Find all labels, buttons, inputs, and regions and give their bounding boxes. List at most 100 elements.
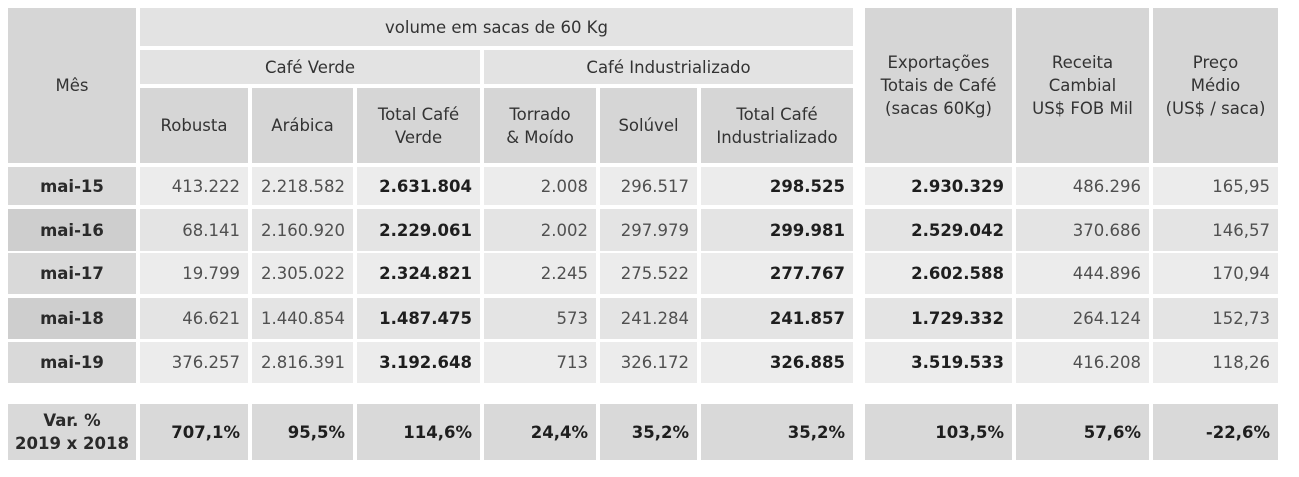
header-total-ind-line2: Industrializado xyxy=(716,127,838,147)
header-total-cafe-verde: Total Café Verde xyxy=(357,88,480,163)
row-export-value: 2.930.329 xyxy=(911,176,1004,196)
row-mes-label: mai-17 xyxy=(40,264,104,283)
row-arabica-value: 1.440.854 xyxy=(261,309,345,328)
row-soluvel-cell: 326.172 xyxy=(600,342,697,383)
header-total-verde-line1: Total Café xyxy=(377,104,460,124)
row-preco-cell: 165,95 xyxy=(1153,167,1278,205)
summary-total-verde-value: 114,6% xyxy=(403,422,472,442)
row-torrado-value: 2.245 xyxy=(540,264,588,283)
row-soluvel-cell: 297.979 xyxy=(600,209,697,251)
row-total-ind-value: 298.525 xyxy=(769,176,845,196)
summary-arabica-value: 95,5% xyxy=(287,422,345,442)
row-torrado-cell: 2.008 xyxy=(484,167,596,205)
header-cafe-industrializado: Café Industrializado xyxy=(484,50,853,84)
row-torrado-value: 573 xyxy=(556,309,589,328)
row-export-cell: 3.519.533 xyxy=(865,342,1012,383)
header-total-cafe-industrializado: Total Café Industrializado xyxy=(701,88,853,163)
row-torrado-value: 2.002 xyxy=(540,220,588,240)
summary-torrado-value: 24,4% xyxy=(530,422,588,442)
row-soluvel-cell: 241.284 xyxy=(600,298,697,339)
header-torrado-line2: & Moído xyxy=(506,127,574,147)
row-torrado-cell: 713 xyxy=(484,342,596,383)
row-receita-cell: 444.896 xyxy=(1016,253,1149,294)
summary-soluvel-value: 35,2% xyxy=(631,422,689,442)
row-export-value: 2.529.042 xyxy=(911,220,1004,240)
row-export-cell: 2.529.042 xyxy=(865,209,1012,251)
row-soluvel-value: 296.517 xyxy=(620,176,689,196)
row-arabica-cell: 2.305.022 xyxy=(252,253,353,294)
row-export-cell: 2.602.588 xyxy=(865,253,1012,294)
row-total-verde-cell: 3.192.648 xyxy=(357,342,480,383)
row-preco-cell: 152,73 xyxy=(1153,298,1278,339)
row-receita-cell: 370.686 xyxy=(1016,209,1149,251)
row-arabica-value: 2.816.391 xyxy=(261,353,345,372)
summary-label-line1: Var. % xyxy=(43,411,101,430)
header-export-line1: Exportações xyxy=(887,53,990,72)
header-arabica: Arábica xyxy=(252,88,353,163)
row-robusta-cell: 68.141 xyxy=(140,209,248,251)
row-total-verde-value: 1.487.475 xyxy=(379,309,472,328)
header-receita-line2: Cambial xyxy=(1048,76,1117,95)
row-export-cell: 1.729.332 xyxy=(865,298,1012,339)
row-export-cell: 2.930.329 xyxy=(865,167,1012,205)
header-export-line2: Totais de Café xyxy=(880,76,997,95)
row-torrado-cell: 573 xyxy=(484,298,596,339)
header-export-line3: (sacas 60Kg) xyxy=(885,99,992,118)
row-total-verde-cell: 1.487.475 xyxy=(357,298,480,339)
row-export-value: 3.519.533 xyxy=(911,353,1004,372)
row-robusta-value: 376.257 xyxy=(171,353,240,372)
header-torrado-line1: Torrado xyxy=(509,104,571,124)
row-arabica-cell: 1.440.854 xyxy=(252,298,353,339)
row-total-verde-value: 2.324.821 xyxy=(379,264,472,283)
row-receita-value: 444.896 xyxy=(1072,264,1141,283)
row-preco-value: 118,26 xyxy=(1212,353,1270,372)
row-soluvel-value: 241.284 xyxy=(620,309,689,328)
summary-torrado: 24,4% xyxy=(484,404,596,460)
row-torrado-cell: 2.245 xyxy=(484,253,596,294)
row-preco-value: 170,94 xyxy=(1212,264,1270,283)
row-torrado-cell: 2.002 xyxy=(484,209,596,251)
header-exportacoes: Exportações Totais de Café (sacas 60Kg) xyxy=(865,8,1012,163)
header-receita-line3: US$ FOB Mil xyxy=(1032,99,1133,118)
row-arabica-cell: 2.218.582 xyxy=(252,167,353,205)
row-torrado-value: 2.008 xyxy=(540,176,588,196)
row-mes: mai-19 xyxy=(8,342,136,383)
summary-export-value: 103,5% xyxy=(935,422,1004,442)
row-arabica-value: 2.218.582 xyxy=(261,176,345,196)
row-robusta-value: 413.222 xyxy=(171,176,240,196)
header-mes: Mês xyxy=(8,8,136,163)
row-preco-value: 165,95 xyxy=(1212,176,1270,196)
summary-label: Var. % 2019 x 2018 xyxy=(8,404,136,460)
row-mes-label: mai-19 xyxy=(40,353,104,372)
header-volume: volume em sacas de 60 Kg xyxy=(140,8,853,46)
row-preco-cell: 170,94 xyxy=(1153,253,1278,294)
row-robusta-value: 19.799 xyxy=(182,264,240,283)
header-volume-label: volume em sacas de 60 Kg xyxy=(385,17,608,37)
header-arabica-label: Arábica xyxy=(271,116,334,135)
row-receita-cell: 416.208 xyxy=(1016,342,1149,383)
summary-preco-value: -22,6% xyxy=(1205,422,1270,442)
row-arabica-value: 2.160.920 xyxy=(261,220,345,240)
summary-total-verde: 114,6% xyxy=(357,404,480,460)
header-cafe-industrializado-label: Café Industrializado xyxy=(586,57,751,77)
row-total-verde-cell: 2.324.821 xyxy=(357,253,480,294)
row-total-verde-cell: 2.631.804 xyxy=(357,167,480,205)
header-total-verde-line2: Verde xyxy=(394,127,443,147)
summary-receita-value: 57,6% xyxy=(1083,422,1141,442)
row-soluvel-value: 297.979 xyxy=(620,220,689,240)
row-robusta-cell: 376.257 xyxy=(140,342,248,383)
row-total-ind-cell: 326.885 xyxy=(701,342,853,383)
row-total-verde-value: 2.229.061 xyxy=(379,220,472,240)
header-preco-medio: Preço Médio (US$ / saca) xyxy=(1153,8,1278,163)
row-torrado-value: 713 xyxy=(556,353,589,372)
summary-export: 103,5% xyxy=(865,404,1012,460)
row-preco-cell: 146,57 xyxy=(1153,209,1278,251)
row-mes: mai-16 xyxy=(8,209,136,251)
row-preco-cell: 118,26 xyxy=(1153,342,1278,383)
summary-label-line2: 2019 x 2018 xyxy=(15,434,129,453)
row-total-ind-cell: 299.981 xyxy=(701,209,853,251)
row-receita-value: 416.208 xyxy=(1072,353,1141,372)
summary-receita: 57,6% xyxy=(1016,404,1149,460)
row-total-ind-value: 241.857 xyxy=(769,309,845,328)
row-arabica-cell: 2.816.391 xyxy=(252,342,353,383)
